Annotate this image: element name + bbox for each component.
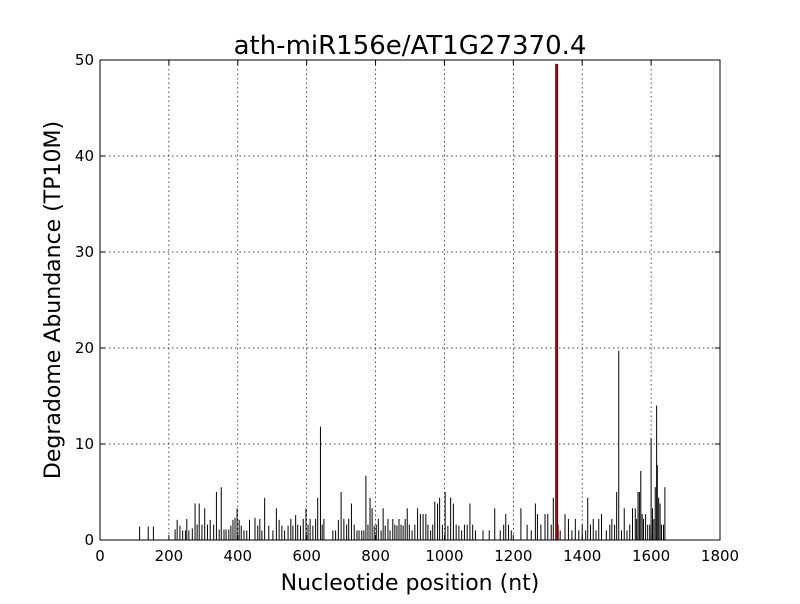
x-tick-label: 200	[155, 547, 184, 565]
y-axis-label: Degradome Abundance (TP10M)	[41, 121, 66, 479]
x-tick-label: 800	[361, 547, 390, 565]
y-tick-label: 40	[75, 147, 94, 165]
x-tick-label: 400	[223, 547, 252, 565]
x-tick-label: 0	[95, 547, 105, 565]
y-tick-label: 50	[75, 51, 94, 69]
axis-ticks: 0 200 400 600 800 1000 1200 1400 1600 1800 0 10 20 30…	[75, 51, 739, 565]
x-tick-label: 1800	[701, 547, 739, 565]
y-tick-label: 10	[75, 435, 94, 453]
y-tick-label: 0	[84, 531, 94, 549]
y-tick-label: 30	[75, 243, 94, 261]
x-tick-label: 1200	[494, 547, 532, 565]
bars	[139, 350, 666, 540]
target-site	[555, 63, 559, 540]
y-tick-label: 20	[75, 339, 94, 357]
x-tick-label: 1000	[425, 547, 463, 565]
x-tick-label: 600	[292, 547, 321, 565]
x-axis-label: Nucleotide position (nt)	[281, 571, 540, 596]
x-tick-label: 1600	[632, 547, 670, 565]
grid	[100, 60, 720, 540]
plot-frame	[99, 59, 721, 541]
x-tick-label: 1400	[563, 547, 601, 565]
chart-title: ath-miR156e/AT1G27370.4	[234, 31, 587, 61]
